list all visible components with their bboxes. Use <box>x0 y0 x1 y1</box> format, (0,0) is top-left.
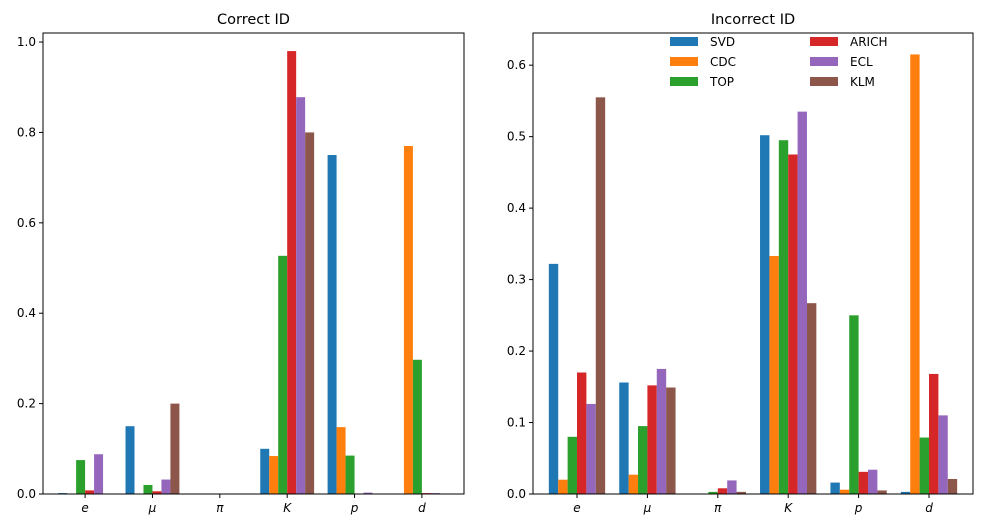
bar-ecl-1 <box>656 368 667 494</box>
bar-top-5 <box>919 437 929 494</box>
legend: SVD CDC TOP ARICH ECL KLM <box>670 35 888 89</box>
bar-arich-0 <box>577 372 587 494</box>
bar-klm-2 <box>736 491 746 494</box>
y-tick-label: 0.4 <box>17 306 36 320</box>
x-tick-label: π <box>216 501 224 515</box>
legend-swatch <box>670 37 698 46</box>
bar-top-3 <box>778 140 789 494</box>
bar-svd-4 <box>327 155 337 494</box>
bar-cdc-4 <box>839 489 850 494</box>
chart-title: Incorrect ID <box>711 12 795 28</box>
legend-swatch <box>810 57 838 66</box>
legend-label: CDC <box>710 55 736 69</box>
bar-cdc-3 <box>769 256 779 494</box>
bar-cdc-4 <box>336 427 346 494</box>
bar-ecl-1 <box>161 479 171 494</box>
bar-ecl-0 <box>94 454 104 494</box>
x-tick-label: K <box>784 501 793 515</box>
legend-swatch <box>670 77 698 86</box>
y-tick-label: 0.2 <box>507 344 526 358</box>
y-tick-label: 1.0 <box>17 35 36 49</box>
bar-arich-1 <box>152 491 162 494</box>
bar-ecl-4 <box>363 492 373 494</box>
axes-frame <box>42 32 465 495</box>
y-tick-label: 0.1 <box>507 416 526 430</box>
bar-arich-4 <box>858 471 868 494</box>
bar-svd-5 <box>900 491 911 494</box>
bar-ecl-2 <box>727 480 737 494</box>
bar-klm-1 <box>666 387 676 494</box>
y-tick-label: 0.0 <box>17 487 36 501</box>
y-tick-label: 0.4 <box>507 201 526 215</box>
bar-cdc-0 <box>558 479 568 494</box>
chart-title: Correct ID <box>217 12 290 28</box>
x-tick-label: μ <box>643 501 652 515</box>
legend-label: ARICH <box>850 35 888 49</box>
bar-ecl-0 <box>586 403 596 494</box>
y-tick-label: 0.5 <box>507 130 526 144</box>
bar-klm-1 <box>170 403 180 494</box>
x-tick-label: d <box>925 501 933 515</box>
bar-klm-3 <box>305 132 315 494</box>
legend-swatch <box>810 77 838 86</box>
x-tick-label: e <box>573 501 580 515</box>
bar-arich-0 <box>85 490 95 494</box>
legend-label: ECL <box>850 55 873 69</box>
x-tick-label: π <box>714 501 722 515</box>
bar-arich-3 <box>287 51 297 494</box>
bar-ecl-4 <box>867 469 878 494</box>
y-tick-label: 0.8 <box>17 125 36 139</box>
bar-svd-3 <box>260 448 270 494</box>
bar-cdc-3 <box>269 456 279 494</box>
bar-arich-2 <box>717 488 728 494</box>
x-tick-label: p <box>854 501 863 515</box>
bar-svd-0 <box>548 263 559 494</box>
y-tick-label: 0.0 <box>507 487 526 501</box>
legend-label: KLM <box>850 75 875 89</box>
legend-label: SVD <box>710 35 735 49</box>
x-tick-label: μ <box>148 501 157 515</box>
bar-top-2 <box>708 491 718 494</box>
bar-cdc-1 <box>628 474 639 494</box>
bar-ecl-3 <box>797 111 807 495</box>
bar-top-4 <box>849 315 859 494</box>
bar-top-1 <box>143 484 153 494</box>
x-tick-label: K <box>283 501 292 515</box>
y-tick-label: 0.3 <box>507 273 526 287</box>
x-tick-label: p <box>350 501 359 515</box>
bar-cdc-5 <box>403 145 413 495</box>
legend-swatch <box>670 57 698 66</box>
bar-arich-3 <box>788 154 798 494</box>
bar-top-4 <box>345 455 355 494</box>
y-tick-label: 0.6 <box>507 58 526 72</box>
bar-top-0 <box>76 460 86 494</box>
bar-top-5 <box>412 359 422 494</box>
bar-top-3 <box>278 255 288 494</box>
bar-svd-4 <box>830 482 840 494</box>
legend-swatch <box>810 37 838 46</box>
bar-cdc-5 <box>910 54 920 494</box>
y-tick-label: 0.6 <box>17 216 36 230</box>
bar-klm-0 <box>595 97 606 494</box>
legend-label: TOP <box>709 75 734 89</box>
bar-klm-5 <box>947 478 958 494</box>
bar-arich-5 <box>929 373 939 494</box>
axes-frame <box>532 32 974 495</box>
bar-arich-1 <box>647 385 657 494</box>
bar-klm-3 <box>806 303 817 494</box>
x-tick-label: d <box>418 501 426 515</box>
bar-ecl-5 <box>938 415 948 494</box>
bar-svd-1 <box>619 382 629 494</box>
bar-top-1 <box>638 426 648 494</box>
y-tick-label: 0.2 <box>17 397 36 411</box>
bar-klm-4 <box>877 490 887 494</box>
bar-svd-1 <box>125 426 135 494</box>
bar-top-0 <box>567 436 577 494</box>
bar-ecl-3 <box>296 97 306 495</box>
x-tick-label: e <box>81 501 88 515</box>
bar-svd-3 <box>760 135 770 494</box>
